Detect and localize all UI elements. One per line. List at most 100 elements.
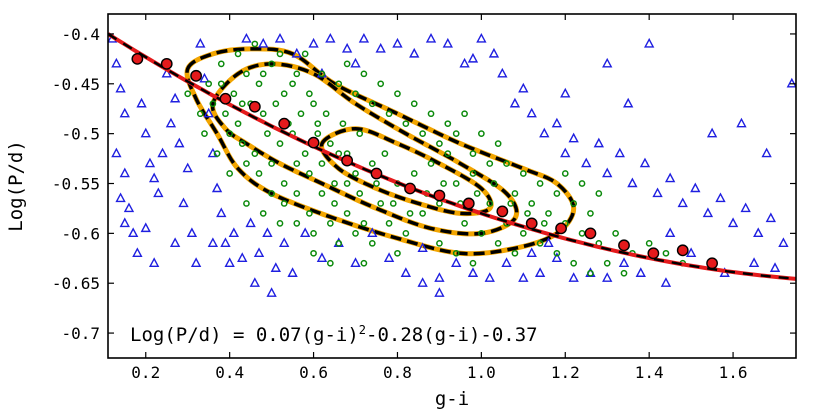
open-circle-point (360, 70, 368, 78)
open-circle-point (389, 200, 397, 207)
open-circle-point (335, 239, 343, 247)
open-circle-point (310, 249, 317, 257)
open-circle-point (436, 200, 443, 207)
open-circle-point (339, 120, 347, 128)
x-tick-label: 0.8 (383, 363, 412, 382)
x-tick-label: 1.2 (551, 363, 580, 382)
open-circle-point (385, 110, 393, 118)
triangle-point (602, 272, 613, 282)
open-circle-point (243, 160, 250, 167)
open-circle-point (561, 170, 569, 177)
open-circle-point (293, 160, 301, 167)
triangle-point (128, 227, 139, 238)
triangle-point (207, 237, 219, 248)
fit-equation-superscript: 2 (359, 323, 366, 337)
open-circle-point (230, 90, 238, 98)
x-tick-label: 0.2 (131, 363, 160, 382)
open-circle-point (410, 100, 418, 108)
fit-equation-prefix: Log(P/d) = 0.07(g-i) (130, 324, 359, 346)
open-circle-point (360, 259, 368, 267)
density-contours (184, 46, 577, 257)
triangle-point (526, 247, 537, 258)
open-circle-point (469, 150, 477, 157)
binned-mean-point (584, 227, 597, 240)
open-circle-point (427, 160, 435, 167)
triangle-point (761, 147, 772, 158)
open-circle-point (314, 120, 322, 128)
open-circle-point (276, 220, 284, 227)
triangle-point (518, 272, 529, 282)
triangle-point (568, 272, 579, 282)
open-circle-point (587, 210, 594, 217)
open-circle-point (343, 60, 351, 68)
triangle-point (123, 202, 135, 213)
open-circle-point (331, 180, 338, 187)
triangle-point (153, 187, 164, 198)
binned-mean-point (525, 217, 538, 230)
open-circle-point (461, 110, 468, 118)
open-circle-point (243, 70, 250, 78)
open-circle-point (620, 269, 628, 277)
binned-mean-point (706, 257, 718, 270)
y-tick-label: -0.7 (61, 324, 100, 343)
contour-outer-dashes (185, 47, 576, 256)
triangle-point (169, 237, 181, 248)
open-circle-point (368, 160, 376, 167)
open-circle-point (578, 180, 586, 187)
open-circle-point (461, 220, 468, 227)
triangle-point (350, 57, 361, 68)
triangle-point (186, 227, 198, 238)
open-circle-point (209, 100, 217, 108)
open-circle-point (490, 180, 498, 187)
triangle-point (623, 97, 634, 108)
triangle-point (211, 182, 223, 193)
open-circle-point (373, 180, 380, 187)
fit-equation-suffix: -0.28(g-i)-0.37 (366, 324, 538, 346)
open-circle-point (226, 170, 234, 177)
triangle-point (119, 107, 130, 118)
triangle-point (308, 37, 319, 48)
open-circle-point (335, 80, 343, 88)
open-circle-point (310, 230, 317, 237)
binned-mean-point (131, 52, 144, 65)
open-circle-point (419, 210, 426, 217)
triangle-point (203, 107, 214, 118)
open-circle-point (385, 220, 393, 227)
triangle-point (136, 97, 147, 108)
triangle-point (174, 137, 185, 148)
open-circle-point (528, 200, 536, 207)
triangle-point (664, 227, 676, 238)
triangle-point (727, 217, 739, 228)
open-circle-point (645, 239, 653, 247)
binned-mean-point (404, 182, 416, 195)
binned-mean-point (160, 57, 173, 70)
open-circle-point (238, 100, 246, 108)
open-circle-point (251, 40, 259, 48)
triangle-point (539, 127, 550, 138)
triangle-point (442, 37, 453, 48)
triangle-point (685, 247, 697, 258)
open-circle-point (603, 259, 611, 267)
binned-mean-point (190, 69, 202, 82)
triangle-point (241, 32, 252, 43)
open-circle-point (205, 80, 213, 88)
open-circle-point (318, 190, 326, 197)
open-circle-point (280, 200, 288, 207)
open-circle-point (306, 210, 313, 217)
triangle-point (409, 47, 420, 58)
y-tick-label: -0.45 (52, 75, 100, 94)
open-circle-point (251, 150, 259, 157)
open-circle-point (519, 230, 527, 237)
open-circle-point (356, 130, 364, 138)
open-circle-point (540, 220, 548, 227)
triangle-point (195, 37, 206, 48)
open-circle-point (243, 200, 250, 207)
triangle-point (165, 117, 177, 128)
triangle-point (501, 257, 512, 267)
open-circle-point (280, 180, 288, 187)
open-circle-point (524, 210, 531, 217)
open-circle-point (536, 239, 544, 247)
triangle-point (635, 267, 646, 277)
binned-mean-point (433, 189, 446, 202)
